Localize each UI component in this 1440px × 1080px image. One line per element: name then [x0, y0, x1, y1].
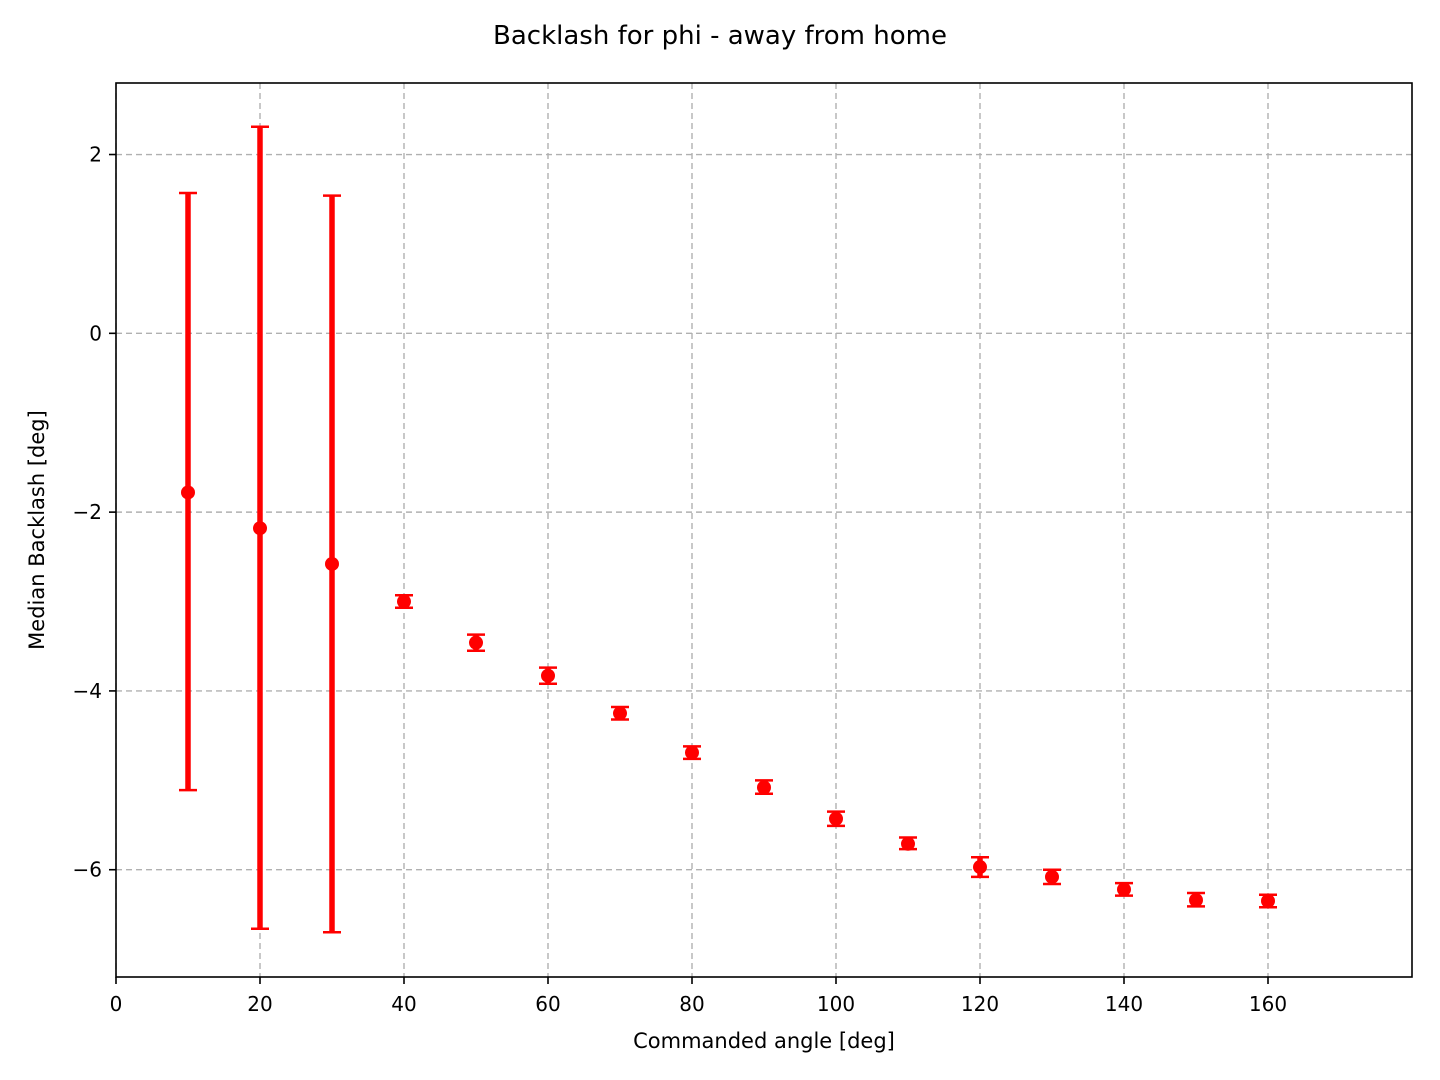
- x-tick-label: 120: [961, 992, 999, 1016]
- data-marker: [541, 668, 555, 683]
- chart-title: Backlash for phi - away from home: [493, 21, 947, 51]
- data-point: [1043, 868, 1061, 886]
- data-point: [251, 125, 269, 930]
- y-tick-label: −2: [73, 500, 102, 524]
- grid: [115, 83, 1412, 977]
- y-axis-label: Median Backlash [deg]: [25, 410, 49, 650]
- data-marker: [1261, 894, 1275, 909]
- data-point: [755, 779, 773, 795]
- x-tick-label: 160: [1249, 992, 1287, 1016]
- data-point: [1259, 893, 1277, 909]
- data-marker: [1189, 893, 1203, 908]
- data-point: [971, 855, 989, 879]
- data-marker: [181, 485, 195, 500]
- x-tick-label: 0: [110, 992, 123, 1016]
- x-tick-label: 140: [1105, 992, 1143, 1016]
- data-marker: [397, 594, 411, 609]
- data-point: [323, 194, 341, 934]
- y-tick-label: −4: [73, 679, 102, 703]
- y-tick-label: 2: [89, 143, 102, 167]
- data-marker: [1117, 882, 1131, 897]
- x-axis-label: Commanded angle [deg]: [633, 1029, 895, 1053]
- data-point: [1115, 881, 1133, 897]
- x-tick-label: 100: [817, 992, 855, 1016]
- data-point: [539, 666, 557, 686]
- data-series: [179, 125, 1277, 934]
- data-marker: [901, 836, 915, 851]
- data-marker: [757, 780, 771, 795]
- data-marker: [829, 811, 843, 826]
- data-point: [467, 633, 485, 652]
- plot-frame: [115, 82, 1413, 978]
- data-marker: [613, 706, 627, 721]
- data-marker: [973, 860, 987, 875]
- x-tick-label: 40: [391, 992, 416, 1016]
- data-point: [179, 191, 197, 792]
- data-marker: [685, 745, 699, 760]
- data-point: [683, 745, 701, 761]
- data-point: [1187, 891, 1205, 908]
- data-point: [611, 705, 629, 721]
- data-marker: [1045, 869, 1059, 884]
- x-tick-label: 20: [247, 992, 272, 1016]
- data-marker: [253, 521, 267, 536]
- x-tick-label: 60: [535, 992, 560, 1016]
- data-marker: [325, 556, 339, 571]
- x-tick-label: 80: [679, 992, 704, 1016]
- data-point: [827, 810, 845, 828]
- data-point: [395, 594, 413, 610]
- y-tick-label: −6: [73, 858, 102, 882]
- y-tick-label: 0: [89, 321, 102, 345]
- data-point: [899, 836, 917, 851]
- data-marker: [469, 635, 483, 650]
